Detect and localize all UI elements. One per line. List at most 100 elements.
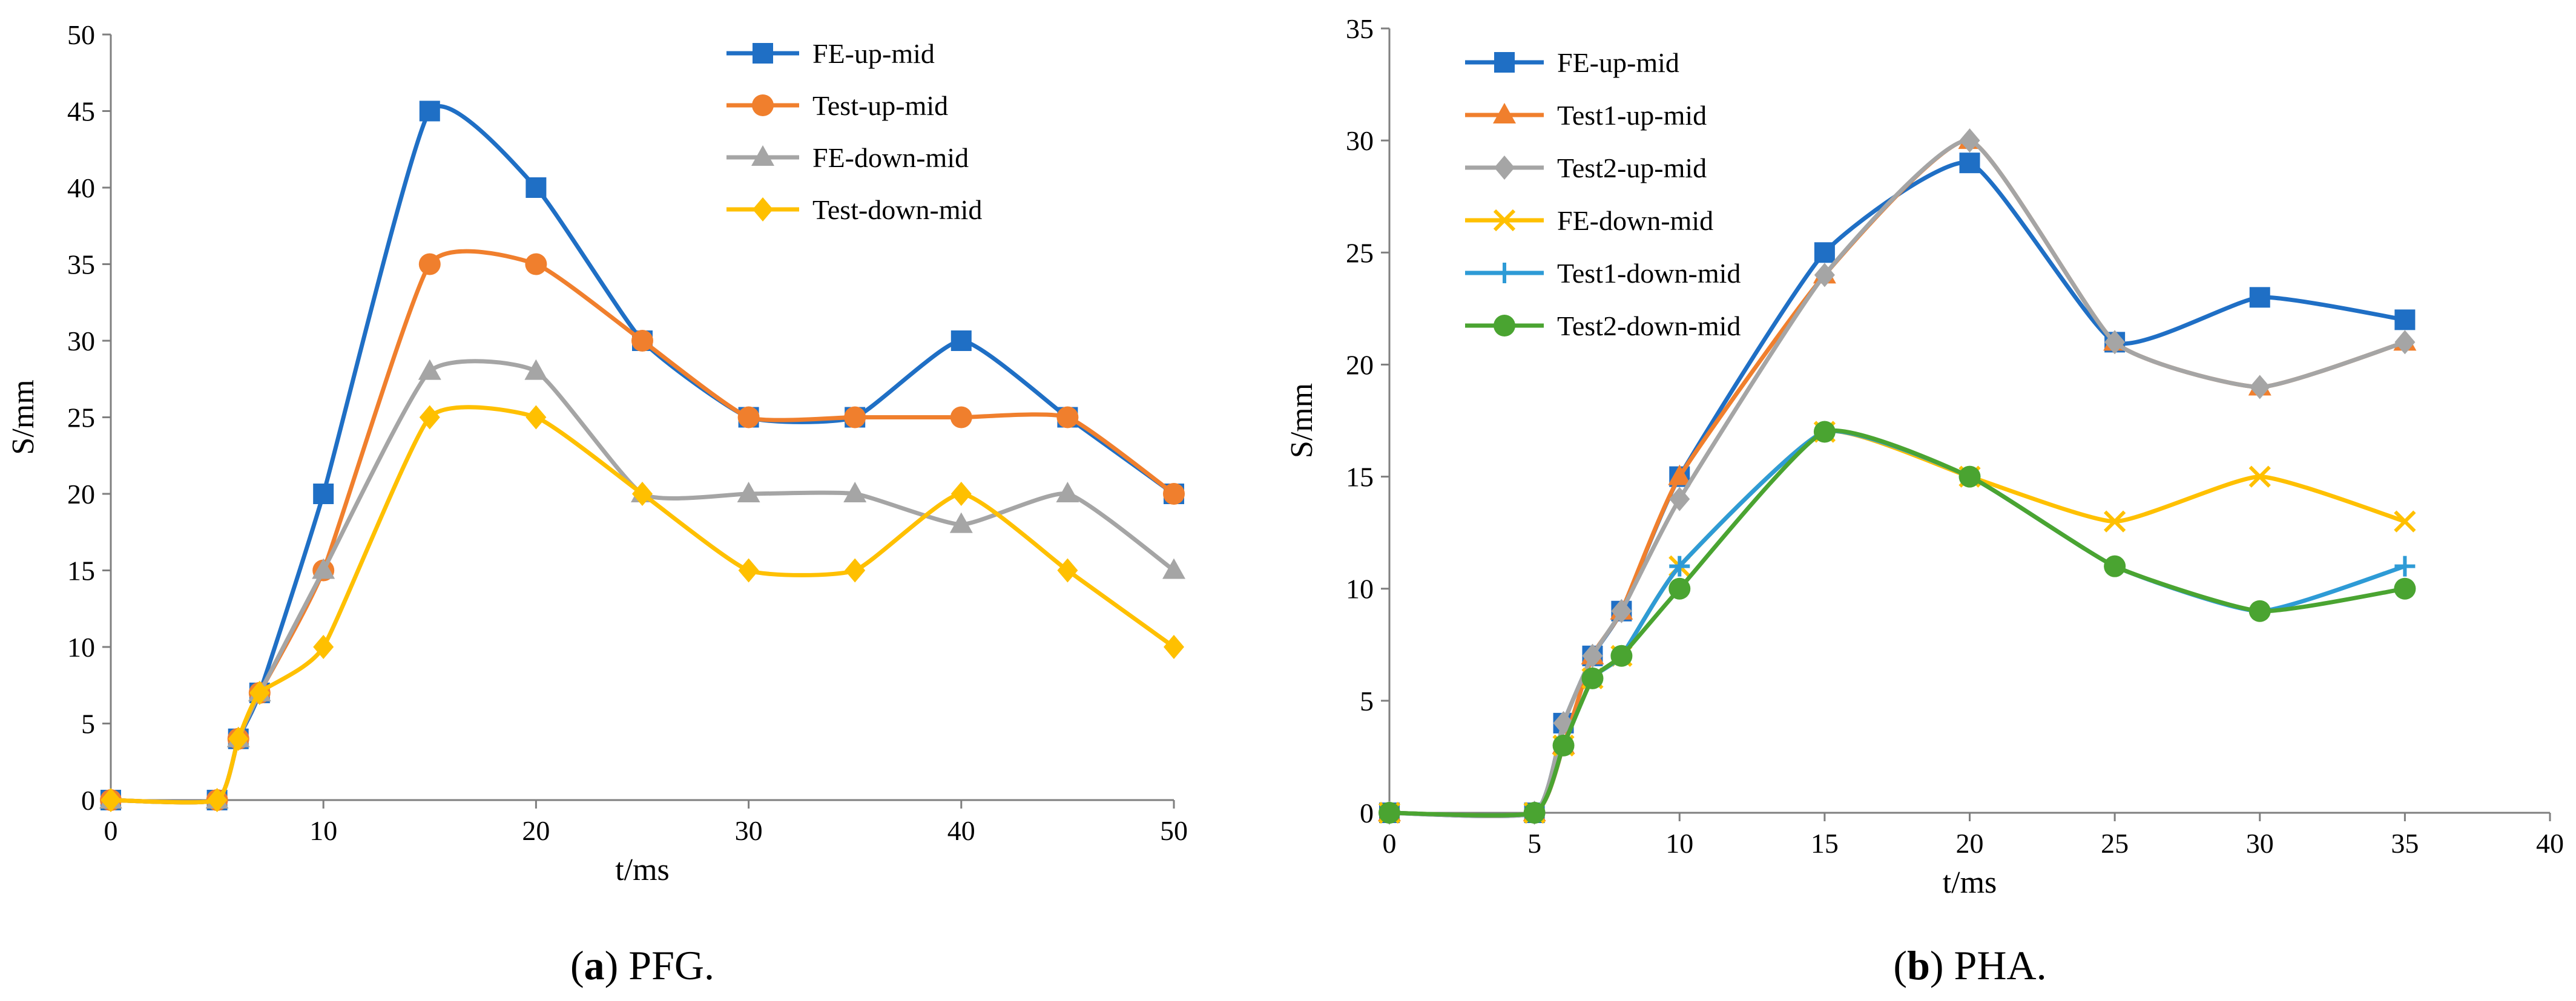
data-point bbox=[1056, 406, 1079, 428]
data-point bbox=[1959, 153, 1980, 174]
legend-label: FE-down-mid bbox=[812, 142, 969, 173]
series-line bbox=[1387, 428, 2407, 818]
y-tick-label: 15 bbox=[1346, 462, 1374, 493]
x-tick-label: 40 bbox=[947, 815, 975, 846]
data-point bbox=[1669, 487, 1690, 511]
data-point bbox=[2394, 577, 2416, 600]
data-point bbox=[419, 100, 440, 122]
legend-label: Test1-up-mid bbox=[1557, 100, 1707, 131]
y-tick-label: 50 bbox=[67, 19, 95, 50]
legend-label: Test1-down-mid bbox=[1557, 258, 1741, 289]
data-point bbox=[2394, 330, 2416, 355]
y-tick-label: 45 bbox=[67, 96, 95, 127]
data-point bbox=[2249, 375, 2270, 399]
y-tick-label: 10 bbox=[1346, 574, 1374, 605]
legend-label: FE-up-mid bbox=[1557, 47, 1679, 78]
legend-marker bbox=[753, 43, 773, 64]
data-point bbox=[1668, 464, 1692, 485]
chart-pfg: 0 5 10 15 20 25 30 35 40 45 50 0 10 20 30 40 50 t/ms S/mm F… bbox=[6, 19, 1188, 988]
data-point bbox=[313, 635, 334, 659]
data-point bbox=[737, 406, 760, 428]
figure-caption: (a) PFG. bbox=[570, 942, 714, 988]
legend-label: FE-down-mid bbox=[1557, 205, 1713, 236]
legend-label: FE-up-mid bbox=[812, 38, 935, 69]
legend-marker bbox=[751, 145, 774, 166]
x-tick-label: 25 bbox=[2101, 828, 2129, 859]
data-point bbox=[631, 330, 653, 352]
data-point bbox=[1056, 482, 1079, 502]
data-point bbox=[2104, 510, 2126, 533]
data-point bbox=[2394, 510, 2416, 533]
data-point bbox=[1552, 734, 1575, 756]
x-tick-label: 0 bbox=[1383, 828, 1397, 859]
data-point bbox=[2394, 309, 2416, 330]
legend-marker bbox=[1494, 263, 1515, 283]
y-tick-label: 20 bbox=[67, 479, 95, 510]
data-point bbox=[1814, 263, 1835, 287]
legend-marker bbox=[752, 94, 774, 116]
legend-item: Test-up-mid bbox=[726, 90, 948, 121]
x-tick-label: 30 bbox=[735, 815, 763, 846]
data-point bbox=[844, 406, 866, 428]
data-point bbox=[206, 788, 228, 812]
data-point bbox=[1164, 635, 1184, 659]
legend-item: FE-up-mid bbox=[1465, 47, 1679, 78]
y-tick-label: 25 bbox=[1346, 237, 1374, 268]
x-axis-label: t/ms bbox=[615, 853, 670, 887]
series-FE-down-mid bbox=[1378, 421, 2416, 824]
legend-item: Test1-down-mid bbox=[1465, 258, 1741, 289]
y-tick-label: 0 bbox=[1360, 798, 1374, 829]
data-point bbox=[419, 405, 440, 430]
legend-item: Test2-up-mid bbox=[1465, 153, 1707, 183]
chart-pha: 0 5 10 15 20 25 30 35 0 5 10 15 20 25 30 35 40 t/ms S/mm FE… bbox=[1285, 13, 2564, 988]
series-FE-up-mid bbox=[1379, 153, 2416, 823]
data-point bbox=[845, 558, 866, 583]
data-point bbox=[1958, 465, 1981, 488]
legend-item: FE-down-mid bbox=[1465, 205, 1713, 236]
series-line bbox=[108, 359, 1176, 805]
legend-item: FE-down-mid bbox=[726, 142, 969, 173]
data-point bbox=[2394, 556, 2416, 577]
data-point bbox=[1959, 128, 1980, 153]
series-Test-down-mid bbox=[100, 405, 1184, 812]
y-tick-label: 25 bbox=[67, 402, 95, 433]
data-point bbox=[950, 406, 972, 428]
series-line bbox=[1387, 428, 2407, 818]
data-point bbox=[843, 482, 867, 502]
legend-marker bbox=[1494, 315, 1515, 336]
data-point bbox=[418, 359, 441, 380]
series-line bbox=[1387, 160, 2407, 818]
legend-label: Test-down-mid bbox=[812, 194, 982, 225]
series-line bbox=[108, 405, 1176, 805]
legend-label: Test-up-mid bbox=[812, 90, 948, 121]
y-tick-label: 35 bbox=[1346, 13, 1374, 44]
data-point bbox=[313, 484, 334, 504]
data-point bbox=[525, 177, 547, 198]
data-point bbox=[1581, 667, 1604, 689]
y-tick-label: 40 bbox=[67, 172, 95, 203]
y-tick-label: 15 bbox=[67, 556, 95, 586]
data-point bbox=[312, 558, 335, 579]
data-point bbox=[1813, 421, 1836, 443]
data-point bbox=[524, 359, 548, 380]
series-Test2-down-mid bbox=[1379, 421, 2416, 824]
data-point bbox=[738, 558, 759, 583]
data-point bbox=[2248, 600, 2271, 622]
data-point bbox=[950, 330, 972, 351]
series-line bbox=[108, 104, 1176, 805]
y-tick-label: 30 bbox=[67, 326, 95, 356]
legend: FE-up-mid Test-up-mid FE-down-mid Test-down… bbox=[726, 38, 982, 225]
legend-marker bbox=[1493, 209, 1516, 232]
data-point bbox=[950, 482, 972, 506]
legend-marker bbox=[1494, 52, 1515, 73]
data-point bbox=[1582, 643, 1603, 668]
legend-label: Test2-up-mid bbox=[1557, 153, 1707, 183]
y-axis-label: S/mm bbox=[6, 379, 41, 455]
legend-label: Test2-down-mid bbox=[1557, 310, 1741, 341]
data-point bbox=[632, 482, 653, 506]
series-line bbox=[1387, 428, 2407, 818]
y-tick-label: 20 bbox=[1346, 349, 1374, 380]
legend-marker bbox=[1494, 156, 1515, 180]
legend-item: Test2-down-mid bbox=[1465, 310, 1741, 341]
